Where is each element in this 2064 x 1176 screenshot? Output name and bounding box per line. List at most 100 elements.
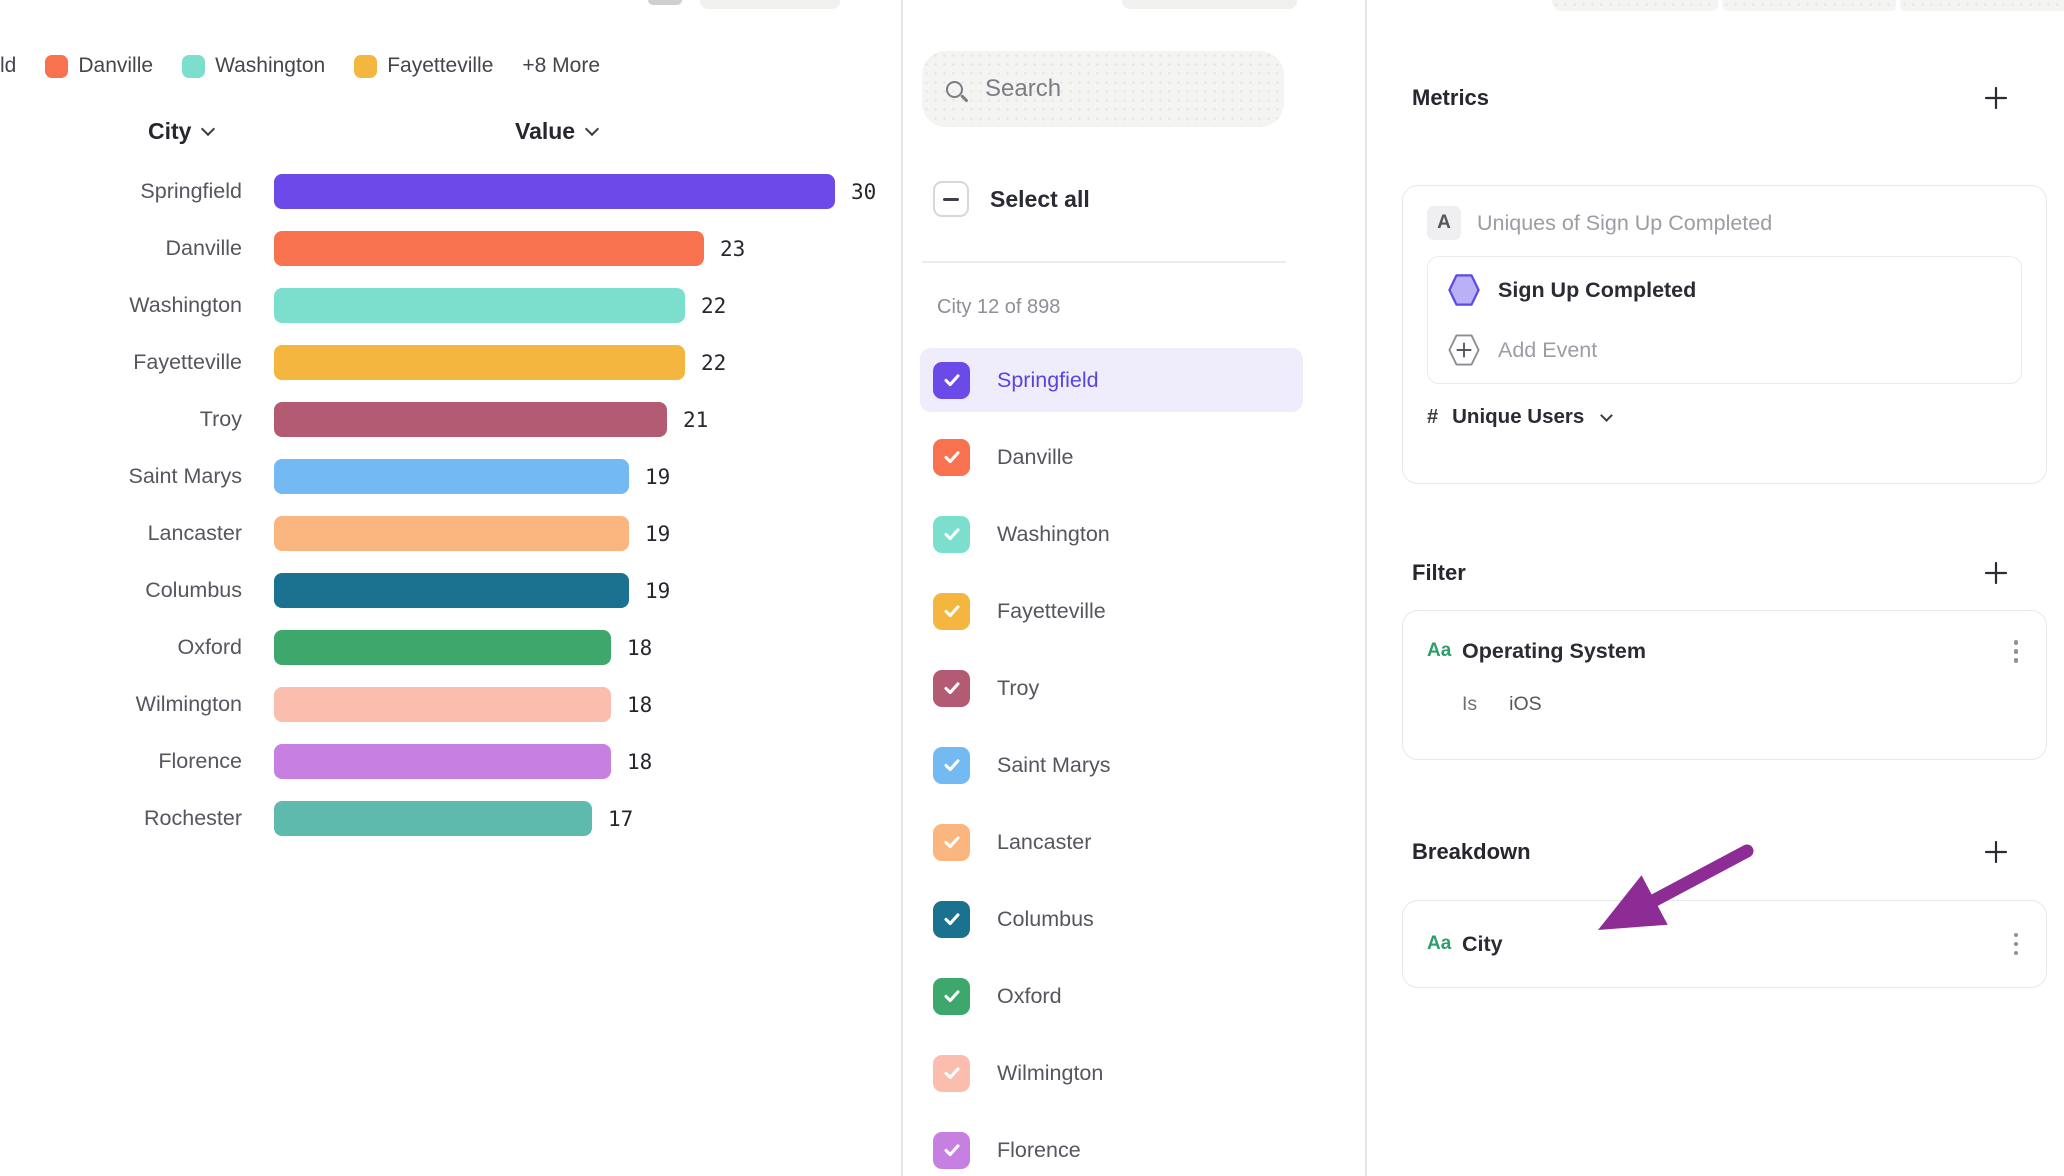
checkbox-checked[interactable]: [933, 1054, 970, 1092]
checkbox-checked[interactable]: [933, 823, 970, 861]
chart-row: Florence 18: [0, 733, 903, 790]
city-item-label: Springfield: [997, 367, 1099, 392]
checkbox-checked[interactable]: [933, 438, 970, 476]
city-list-item[interactable]: Columbus: [920, 887, 1303, 951]
measure-selector[interactable]: # Unique Users: [1427, 405, 2022, 429]
column-header-value[interactable]: Value: [515, 118, 600, 145]
chart-bar-value: 30: [851, 179, 877, 204]
check-icon: [943, 451, 960, 464]
chart-bar[interactable]: [274, 231, 704, 266]
metric-summary-row[interactable]: A Uniques of Sign Up Completed: [1427, 206, 2022, 240]
city-list-item[interactable]: Wilmington: [920, 1041, 1303, 1105]
check-icon: [943, 605, 960, 618]
chart-city-label: Wilmington: [135, 692, 242, 716]
legend-label: Washington: [215, 54, 326, 77]
select-all-label: Select all: [990, 185, 1090, 212]
chart-bar[interactable]: [274, 288, 685, 323]
city-list-item[interactable]: Oxford: [920, 964, 1303, 1028]
checkbox-checked[interactable]: [933, 900, 970, 938]
city-item-label: Fayetteville: [997, 598, 1106, 623]
add-metric-button[interactable]: [1980, 82, 2012, 114]
breakdown-card[interactable]: Aa City: [1402, 900, 2047, 988]
kebab-menu-icon[interactable]: [2006, 929, 2027, 960]
check-icon: [943, 374, 960, 387]
chart-row: Washington 22: [0, 277, 903, 334]
event-hexagon-icon: [1448, 274, 1480, 306]
add-breakdown-button[interactable]: [1980, 836, 2012, 868]
chart-bar[interactable]: [274, 744, 611, 779]
city-list-item[interactable]: Lancaster: [920, 810, 1303, 874]
city-item-label: Oxford: [997, 983, 1062, 1008]
checkbox-checked[interactable]: [933, 746, 970, 784]
check-icon: [943, 836, 960, 849]
filter-property-row[interactable]: Aa Operating System: [1427, 636, 2026, 667]
breakdown-values-panel: Select all City 12 of 898 Springfield Dan…: [905, 0, 1367, 1176]
legend-item[interactable]: Fayetteville: [354, 54, 493, 78]
cutoff-segmented-control: [1900, 0, 2064, 11]
checkbox-checked[interactable]: [933, 669, 970, 707]
chart-row: Lancaster 19: [0, 505, 903, 562]
chart-bar[interactable]: [274, 516, 629, 551]
legend-item[interactable]: Danville: [45, 54, 153, 78]
chevron-down-icon: [585, 121, 600, 136]
chart-city-label: Rochester: [144, 806, 242, 830]
metric-card[interactable]: A Uniques of Sign Up Completed Sign Up C…: [1402, 185, 2047, 484]
value-header-label: Value: [515, 118, 576, 144]
city-list-item[interactable]: Fayetteville: [920, 579, 1303, 643]
city-item-label: Troy: [997, 675, 1040, 700]
city-list-item[interactable]: Danville: [920, 425, 1303, 489]
legend-swatch-icon: [354, 54, 378, 78]
chart-bar[interactable]: [274, 402, 667, 437]
checkbox-checked[interactable]: [933, 361, 970, 399]
kebab-menu-icon[interactable]: [2006, 636, 2027, 667]
search-box[interactable]: [922, 51, 1284, 127]
city-list-item[interactable]: Saint Marys: [920, 733, 1303, 797]
chart-bar[interactable]: [274, 573, 629, 608]
filter-card[interactable]: Aa Operating System Is iOS: [1402, 610, 2047, 760]
chart-row: Saint Marys 19: [0, 448, 903, 505]
add-filter-button[interactable]: [1980, 557, 2012, 589]
city-list-item[interactable]: Florence: [920, 1118, 1303, 1176]
checkbox-checked[interactable]: [933, 515, 970, 553]
city-list-item[interactable]: Springfield: [920, 348, 1303, 412]
city-list-item[interactable]: Troy: [920, 656, 1303, 720]
legend-label: Fayetteville: [387, 54, 494, 77]
chart-bar-value: 22: [701, 293, 727, 318]
search-input[interactable]: [985, 75, 1265, 103]
measure-label: Unique Users: [1452, 405, 1585, 428]
chart-bar[interactable]: [274, 801, 592, 836]
check-icon: [943, 528, 960, 541]
legend-item-partial[interactable]: ld: [0, 54, 17, 77]
add-event-row[interactable]: Add Event: [1448, 331, 2001, 369]
chart-bar[interactable]: [274, 345, 685, 380]
number-symbol: #: [1427, 405, 1439, 428]
breakdown-property-name: City: [1462, 931, 1503, 956]
filter-property-name: Operating System: [1462, 638, 1646, 663]
checkbox-checked[interactable]: [933, 1131, 970, 1169]
checkbox-checked[interactable]: [933, 977, 970, 1015]
filter-condition-row[interactable]: Is iOS: [1462, 693, 2026, 716]
chart-bar-value: 18: [627, 749, 653, 774]
metric-letter-badge: A: [1427, 206, 1461, 240]
chart-bar[interactable]: [274, 459, 629, 494]
city-item-label: Lancaster: [997, 829, 1092, 854]
chart-bar[interactable]: [274, 687, 611, 722]
select-all-checkbox[interactable]: [933, 181, 969, 217]
chart-bar[interactable]: [274, 630, 611, 665]
chart-row: Oxford 18: [0, 619, 903, 676]
legend-more-button[interactable]: +8 More: [522, 54, 601, 77]
event-row[interactable]: Sign Up Completed: [1448, 271, 2001, 309]
legend-item[interactable]: Washington: [182, 54, 325, 78]
city-item-label: Florence: [997, 1137, 1081, 1162]
column-header-city[interactable]: City: [148, 118, 216, 145]
chart-bar[interactable]: [274, 174, 835, 209]
chart-bar-value: 18: [627, 692, 653, 717]
chart-row: Springfield 30: [0, 163, 903, 220]
filter-operator: Is: [1462, 692, 1478, 715]
cutoff-ui-sliver: [700, 0, 840, 9]
check-icon: [943, 913, 960, 926]
add-event-hexagon-icon: [1448, 334, 1480, 366]
checkbox-checked[interactable]: [933, 592, 970, 630]
city-list-item[interactable]: Washington: [920, 502, 1303, 566]
select-all-row[interactable]: Select all: [933, 181, 1090, 217]
